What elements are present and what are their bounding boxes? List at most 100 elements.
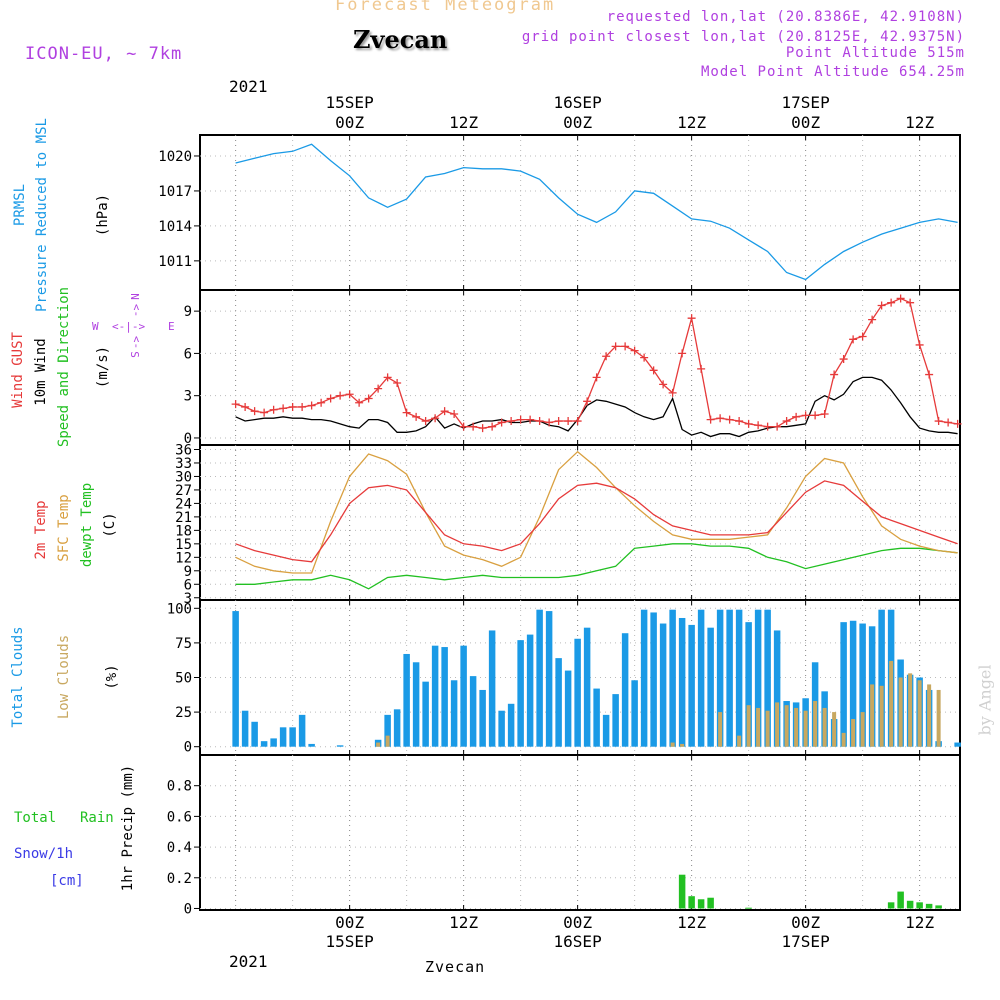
gust-marker	[754, 421, 763, 430]
compass-west: W	[92, 320, 99, 333]
gust-marker	[659, 380, 668, 389]
bottom-hour-label: 12Z	[677, 913, 706, 932]
low-clouds-bar	[803, 710, 808, 747]
2m-temp-line	[235, 480, 958, 563]
low-clouds-bar	[746, 705, 751, 747]
gust-marker	[697, 364, 706, 373]
total-clouds-bar	[251, 721, 258, 747]
year-label-top: 2021	[229, 77, 268, 96]
low-clouds-bar	[917, 680, 922, 747]
gust-marker	[478, 424, 487, 433]
gust-marker	[763, 422, 772, 431]
gust-marker	[393, 379, 402, 387]
y-tick-label: 15	[175, 537, 192, 553]
gust-marker	[906, 298, 915, 307]
gust-marker	[887, 298, 896, 307]
gust-marker	[934, 417, 943, 426]
gust-marker	[706, 415, 715, 424]
y-tick-label: 25	[175, 705, 192, 721]
gust-marker	[497, 418, 506, 427]
total-clouds-bar	[754, 609, 762, 747]
rain-bar	[688, 896, 695, 909]
rain-bar	[925, 903, 933, 909]
total-clouds-bar	[612, 694, 619, 747]
top-hour-label: 12Z	[905, 113, 934, 132]
total-clouds-bar	[488, 630, 496, 747]
gust-marker	[516, 415, 525, 424]
total-clouds-bar	[450, 680, 458, 747]
gust-marker	[488, 422, 497, 431]
gust-marker	[668, 388, 677, 397]
gust-marker	[554, 417, 563, 426]
bottom-day-label: 16SEP	[554, 932, 602, 951]
total-clouds-bar	[545, 611, 553, 747]
gust-marker	[421, 417, 430, 426]
gust-marker	[269, 405, 278, 414]
top-hour-label: 00Z	[335, 113, 364, 132]
gust-marker	[687, 314, 696, 323]
sfc-temp-line	[235, 450, 958, 574]
bottom-day-label: 17SEP	[782, 932, 830, 951]
y-tick-label: 1014	[158, 219, 192, 235]
total-clouds-bar	[849, 620, 857, 747]
rain-bar	[707, 897, 714, 909]
y-tick-label: 6	[184, 577, 192, 593]
panel-frame	[199, 289, 961, 446]
y-tick-label: 3	[184, 591, 192, 607]
low-clouds-bar	[718, 712, 723, 747]
gust-marker	[583, 397, 592, 406]
total-clouds-bar	[878, 609, 885, 747]
total-clouds-bar	[621, 633, 629, 747]
year-label-bottom: 2021	[229, 952, 268, 971]
gust-marker	[279, 404, 288, 413]
compass-east: E	[168, 320, 175, 333]
gust-marker	[621, 342, 630, 351]
total-clouds-bar	[764, 609, 771, 747]
low-clouds-bar	[813, 701, 818, 747]
gust-marker	[298, 402, 307, 411]
total-clouds-bar	[574, 638, 581, 747]
y-tick-label: 0.4	[167, 840, 192, 856]
y-tick-label: 12	[175, 550, 192, 566]
total-clouds-bar	[308, 743, 315, 747]
gust-marker	[545, 418, 554, 427]
gust-marker	[383, 373, 392, 382]
footer-location: Zvecan	[425, 958, 486, 976]
gust-marker	[640, 353, 649, 362]
total-clouds-bar	[232, 611, 239, 747]
wind-speed-line	[235, 376, 958, 438]
y-tick-label: 9	[184, 304, 192, 320]
total-clouds-bar	[526, 634, 534, 747]
gust-marker	[402, 408, 411, 417]
total-clouds-bar	[517, 640, 524, 747]
total-clouds-bar	[726, 609, 733, 747]
gust-marker	[260, 408, 269, 417]
gust-marker	[849, 335, 858, 344]
gust-marker	[811, 411, 820, 420]
total-clouds-bar	[241, 710, 249, 747]
gust-marker	[374, 384, 383, 393]
top-hour-label: 12Z	[449, 113, 478, 132]
y-tick-label: 33	[175, 456, 192, 472]
y-tick-label: 50	[175, 671, 192, 687]
top-day-label: 16SEP	[554, 93, 602, 112]
gust-marker	[288, 402, 297, 411]
y-tick-label: 30	[175, 469, 192, 485]
gust-marker	[925, 370, 934, 379]
top-hour-label: 00Z	[791, 113, 820, 132]
gust-marker	[801, 411, 810, 420]
y-tick-label: 0.8	[167, 779, 192, 795]
rain-bar	[745, 907, 752, 909]
low-clouds-bar	[851, 719, 856, 747]
total-clouds-bar	[602, 714, 610, 747]
total-clouds-bar	[498, 710, 505, 747]
gust-marker	[877, 301, 886, 310]
gust-marker	[602, 352, 611, 361]
y-tick-label: 0.2	[167, 871, 192, 887]
rain-bar	[916, 902, 923, 909]
total-clouds-bar	[441, 647, 448, 747]
low-clouds-bar	[765, 710, 770, 747]
total-clouds-bar	[688, 624, 695, 747]
low-clouds-bar	[898, 677, 903, 747]
total-clouds-bar	[773, 630, 781, 747]
